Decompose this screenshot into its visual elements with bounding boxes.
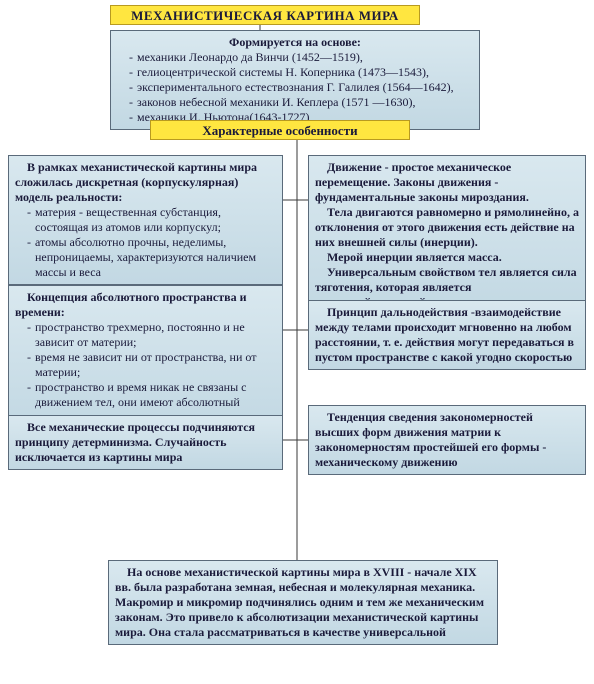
basis-item: гелиоцентрической системы Н. Коперника (… — [129, 65, 473, 80]
left-1-list: материя - вещественная субстанция, состо… — [15, 205, 276, 280]
left-2-list: пространство трехмерно, постоянно и не з… — [15, 320, 276, 425]
list-item: атомы абсолютно прочны, неделимы, непрон… — [27, 235, 276, 280]
list-item: время не зависит ни от пространства, ни … — [27, 350, 276, 380]
list-item: пространство трехмерно, постоянно и не з… — [27, 320, 276, 350]
list-item: материя - вещественная субстанция, состо… — [27, 205, 276, 235]
right-2-p0: Принцип дальнодействия -взаимодействие м… — [315, 305, 579, 365]
right-1-p1: Тела двигаются равномерно и рямолинейно,… — [315, 205, 579, 250]
left-box-3: Все механические процессы подчиняются пр… — [8, 415, 283, 470]
right-3-p0: Тенденция сведения закономерностей высши… — [315, 410, 579, 470]
left-box-1: В рамках механистической картины мира сл… — [8, 155, 283, 285]
left-3-lead: Все механические процессы подчиняются пр… — [15, 420, 276, 465]
right-1-p0: Движение - простое механическое перемеще… — [315, 160, 579, 205]
right-1-p2: Мерой инерции является масса. — [315, 250, 579, 265]
basis-box: Формируется на основе: механики Леонардо… — [110, 30, 480, 130]
right-box-3: Тенденция сведения закономерностей высши… — [308, 405, 586, 475]
left-1-lead: В рамках механистической картины мира сл… — [15, 160, 276, 205]
basis-item: механики Леонардо да Винчи (1452—1519), — [129, 50, 473, 65]
basis-item: экспериментального естествознания Г. Гал… — [129, 80, 473, 95]
right-box-2: Принцип дальнодействия -взаимодействие м… — [308, 300, 586, 370]
left-2-lead: Концепция абсолютного пространства и вре… — [15, 290, 276, 320]
right-box-1: Движение - простое механическое перемеще… — [308, 155, 586, 315]
bottom-text: На основе механистической картины мира в… — [115, 565, 491, 640]
subheading: Характерные особенности — [150, 120, 410, 140]
basis-list: механики Леонардо да Винчи (1452—1519), … — [117, 50, 473, 125]
left-box-2: Концепция абсолютного пространства и вре… — [8, 285, 283, 430]
bottom-box: На основе механистической картины мира в… — [108, 560, 498, 645]
basis-lead: Формируется на основе: — [117, 35, 473, 50]
basis-item: законов небесной механики И. Кеплера (15… — [129, 95, 473, 110]
main-title: МЕХАНИСТИЧЕСКАЯ КАРТИНА МИРА — [110, 5, 420, 25]
